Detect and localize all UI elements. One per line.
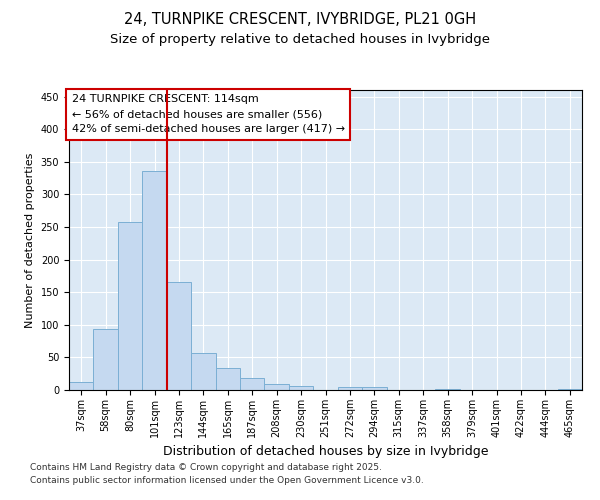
Bar	[240, 378, 265, 390]
Y-axis label: Number of detached properties: Number of detached properties	[25, 152, 35, 328]
Bar	[557, 388, 582, 390]
Text: Contains public sector information licensed under the Open Government Licence v3: Contains public sector information licen…	[30, 476, 424, 485]
Text: 24, TURNPIKE CRESCENT, IVYBRIDGE, PL21 0GH: 24, TURNPIKE CRESCENT, IVYBRIDGE, PL21 0…	[124, 12, 476, 28]
Bar	[362, 386, 386, 390]
Bar	[142, 171, 167, 390]
Text: Size of property relative to detached houses in Ivybridge: Size of property relative to detached ho…	[110, 32, 490, 46]
Bar	[338, 388, 362, 390]
Text: Contains HM Land Registry data © Crown copyright and database right 2025.: Contains HM Land Registry data © Crown c…	[30, 462, 382, 471]
Bar	[167, 282, 191, 390]
Bar	[265, 384, 289, 390]
Bar	[118, 222, 142, 390]
Bar	[215, 368, 240, 390]
Bar	[191, 353, 215, 390]
Bar	[436, 388, 460, 390]
X-axis label: Distribution of detached houses by size in Ivybridge: Distribution of detached houses by size …	[163, 446, 488, 458]
Bar	[94, 330, 118, 390]
Bar	[69, 382, 94, 390]
Text: 24 TURNPIKE CRESCENT: 114sqm
← 56% of detached houses are smaller (556)
42% of s: 24 TURNPIKE CRESCENT: 114sqm ← 56% of de…	[71, 94, 344, 134]
Bar	[289, 386, 313, 390]
